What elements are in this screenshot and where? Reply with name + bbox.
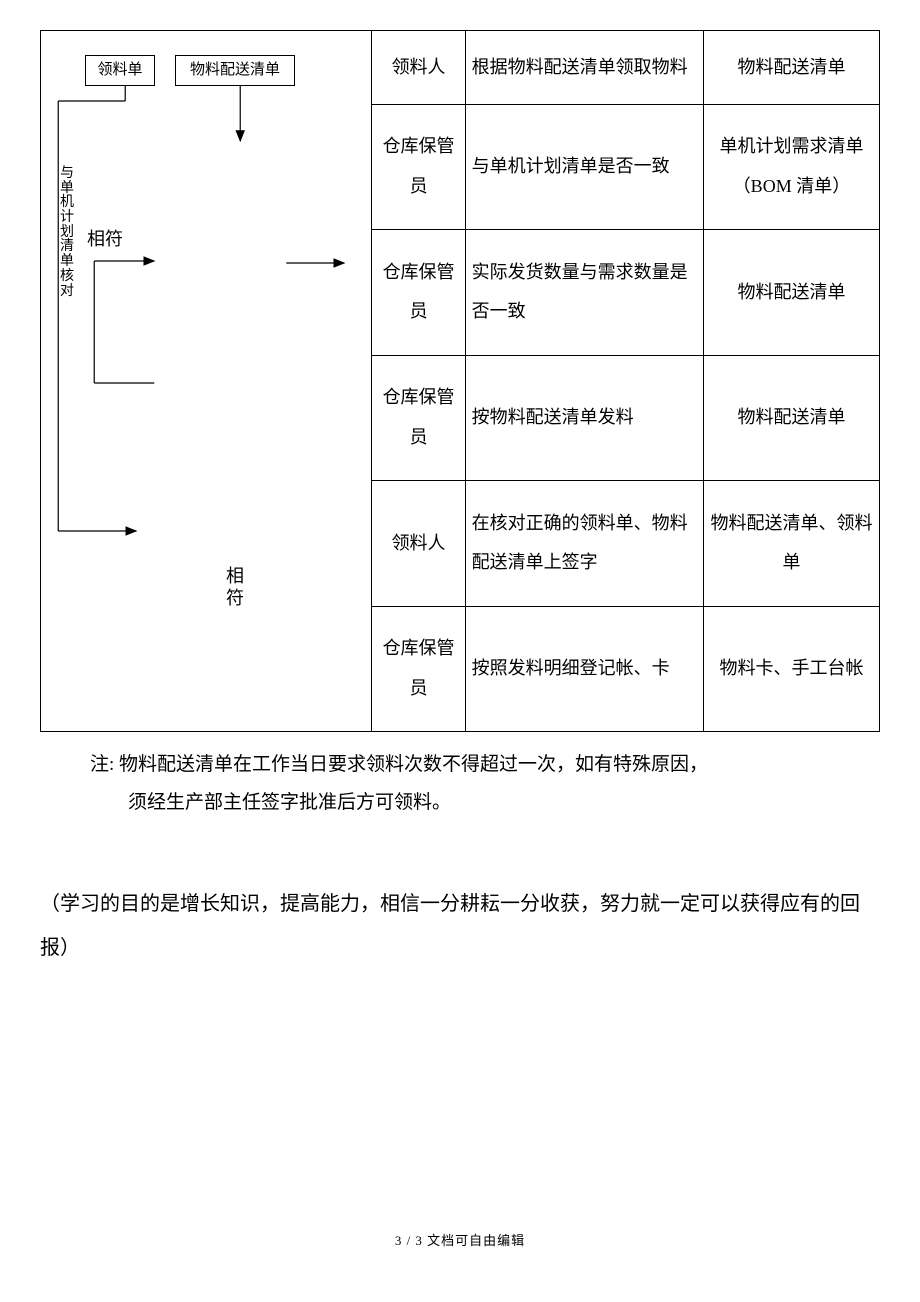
note-line-2: 须经生产部主任签字批准后方可领料。: [128, 784, 880, 822]
row2-desc: 实际发货数量与需求数量是否一致: [465, 230, 703, 355]
flow-diagram: 领料单 物料配送清单 与单机计划清单核对 相符 相符: [41, 31, 371, 731]
row4-role: 领料人: [372, 481, 465, 606]
row0-out: 物料配送清单: [703, 31, 879, 105]
flow-box-1: 领料单: [85, 55, 155, 86]
flow-bottom-label: 相符: [223, 566, 247, 609]
row5-out: 物料卡、手工台帐: [703, 606, 879, 731]
row1-desc: 与单机计划清单是否一致: [465, 104, 703, 229]
row5-desc: 按照发料明细登记帐、卡: [465, 606, 703, 731]
row4-out: 物料配送清单、领料单: [703, 481, 879, 606]
row0-role: 领料人: [372, 31, 465, 105]
flow-diagram-cell: 领料单 物料配送清单 与单机计划清单核对 相符 相符: [41, 31, 372, 732]
row2-role: 仓库保管员: [372, 230, 465, 355]
flow-mid-label: 相符: [87, 229, 123, 251]
row1-role: 仓库保管员: [372, 104, 465, 229]
flow-box-2: 物料配送清单: [175, 55, 295, 86]
row3-role: 仓库保管员: [372, 355, 465, 480]
process-table: 领料单 物料配送清单 与单机计划清单核对 相符 相符: [40, 30, 880, 732]
row2-out: 物料配送清单: [703, 230, 879, 355]
row1-out: 单机计划需求清单（BOM 清单）: [703, 104, 879, 229]
note-line-1: 注: 物料配送清单在工作当日要求领料次数不得超过一次，如有特殊原因，: [90, 746, 880, 784]
row4-desc: 在核对正确的领料单、物料配送清单上签字: [465, 481, 703, 606]
closing-paragraph: （学习的目的是增长知识，提高能力，相信一分耕耘一分收获，努力就一定可以获得应有的…: [40, 882, 880, 970]
row3-out: 物料配送清单: [703, 355, 879, 480]
row3-desc: 按物料配送清单发料: [465, 355, 703, 480]
page-footer: 3 / 3 文档可自由编辑: [40, 1230, 880, 1249]
flow-vertical-label: 与单机计划清单核对: [59, 167, 75, 299]
row0-desc: 根据物料配送清单领取物料: [465, 31, 703, 105]
flow-arrows: [41, 31, 371, 731]
row5-role: 仓库保管员: [372, 606, 465, 731]
